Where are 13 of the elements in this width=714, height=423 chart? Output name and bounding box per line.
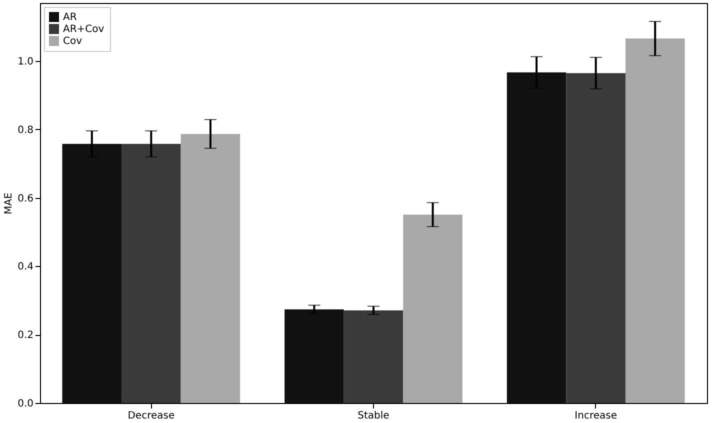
y-axis-title: MAE <box>4 192 15 214</box>
legend-label: AR+Cov <box>63 24 104 35</box>
y-tick-label: 0.2 <box>18 330 34 342</box>
x-tick-label: Increase <box>574 410 617 422</box>
legend-label: AR <box>63 12 77 23</box>
legend-label: Cov <box>63 36 82 47</box>
y-tick-label: 0.8 <box>18 124 34 136</box>
x-tick-label: Decrease <box>128 410 175 422</box>
y-tick-label: 0.6 <box>18 193 34 204</box>
y-tick-label: 0.4 <box>18 262 34 273</box>
y-tick-label: 0.0 <box>18 398 34 410</box>
x-tick-label: Stable <box>358 410 390 422</box>
y-tick-label: 1.0 <box>18 56 34 68</box>
